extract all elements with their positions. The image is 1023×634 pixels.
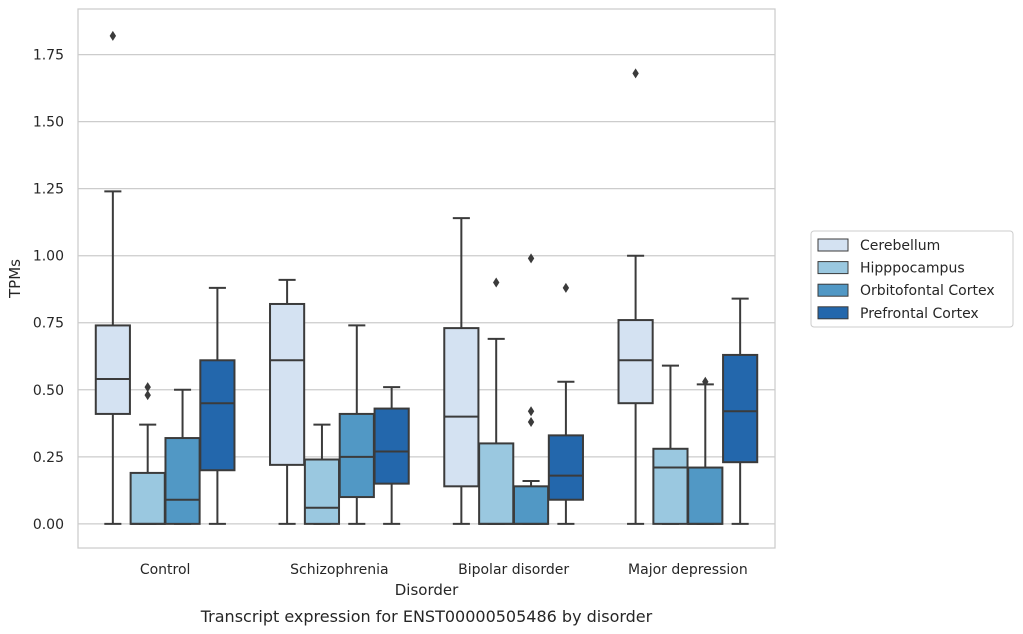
box-body — [687, 466, 724, 525]
box-hipppocampus — [129, 382, 166, 525]
box-body — [722, 353, 759, 464]
legend-swatch — [817, 283, 849, 297]
x-tick-label: Schizophrenia — [290, 562, 388, 578]
y-tick-label: 0.75 — [33, 316, 64, 332]
box-body — [94, 324, 131, 415]
box-cerebellum — [617, 68, 654, 525]
outlier-point — [527, 253, 535, 264]
legend-label: Cerebellum — [860, 238, 940, 254]
box-body — [617, 319, 654, 405]
box-orbitofontal-cortex — [338, 324, 375, 525]
box-body — [164, 437, 201, 525]
box-layer — [94, 30, 759, 525]
outlier-point — [702, 376, 709, 387]
box-hipppocampus — [478, 277, 515, 525]
y-axis-title: TPMs — [6, 259, 24, 299]
box-body — [199, 359, 236, 472]
y-tick-label: 0.25 — [33, 450, 64, 466]
box-body — [129, 471, 166, 525]
x-axis-title: Disorder — [395, 581, 459, 599]
y-tick-labels: 0.00 0.25 0.50 0.75 1.00 1.25 1.50 1.75 — [33, 48, 64, 533]
box-cerebellum — [94, 30, 131, 525]
outlier-point — [144, 382, 151, 393]
box-body — [443, 327, 480, 488]
y-tick-label: 1.50 — [33, 115, 64, 131]
outlier-point — [109, 30, 117, 41]
legend-frame — [810, 230, 1014, 328]
box-body — [269, 302, 306, 466]
y-tick-label: 1.00 — [33, 249, 64, 265]
legend-swatch — [817, 261, 849, 275]
legend: Cerebellum Hipppocampus Orbitofontal Corte… — [810, 230, 1014, 328]
y-tick-label: 0.00 — [33, 517, 64, 533]
plot-frame — [77, 8, 776, 549]
box-body — [547, 434, 584, 501]
box-prefrontal-cortex — [722, 297, 759, 525]
outlier-point — [144, 390, 151, 401]
legend-label: Prefrontal Cortex — [860, 306, 979, 322]
box-orbitofontal-cortex — [687, 376, 724, 525]
outlier-point — [527, 406, 535, 417]
chart-caption: Transcript expression for ENST0000050548… — [200, 607, 653, 626]
box-cerebellum — [443, 217, 480, 525]
x-tick-label: Major depression — [628, 562, 748, 578]
outlier-point — [562, 282, 570, 293]
box-prefrontal-cortex — [199, 286, 236, 525]
outlier-point — [493, 277, 500, 288]
y-tick-label: 1.25 — [33, 182, 64, 198]
box-body — [303, 458, 341, 525]
box-hipppocampus — [303, 423, 341, 525]
x-tick-labels: Control Schizophrenia Bipolar disorder Majo… — [140, 562, 748, 578]
box-body — [338, 412, 375, 499]
box-cerebellum — [269, 278, 306, 525]
y-tick-label: 0.50 — [33, 383, 64, 399]
outlier-point — [527, 416, 535, 427]
x-tick-label: Bipolar disorder — [458, 562, 569, 578]
box-prefrontal-cortex — [373, 386, 410, 525]
legend-swatch — [817, 238, 849, 252]
legend-label: Orbitofontal Cortex — [860, 283, 995, 299]
box-hipppocampus — [652, 364, 689, 525]
box-orbitofontal-cortex — [512, 253, 550, 525]
x-tick-label: Control — [140, 562, 191, 578]
box-body — [512, 485, 550, 525]
outlier-point — [632, 68, 639, 79]
box-prefrontal-cortex — [547, 282, 584, 525]
box-body — [652, 447, 689, 525]
box-body — [373, 407, 410, 485]
box-orbitofontal-cortex — [164, 388, 201, 525]
legend-swatch — [817, 306, 849, 320]
y-tick-label: 1.75 — [33, 48, 64, 64]
legend-label: Hipppocampus — [860, 261, 965, 277]
box-body — [478, 442, 515, 525]
